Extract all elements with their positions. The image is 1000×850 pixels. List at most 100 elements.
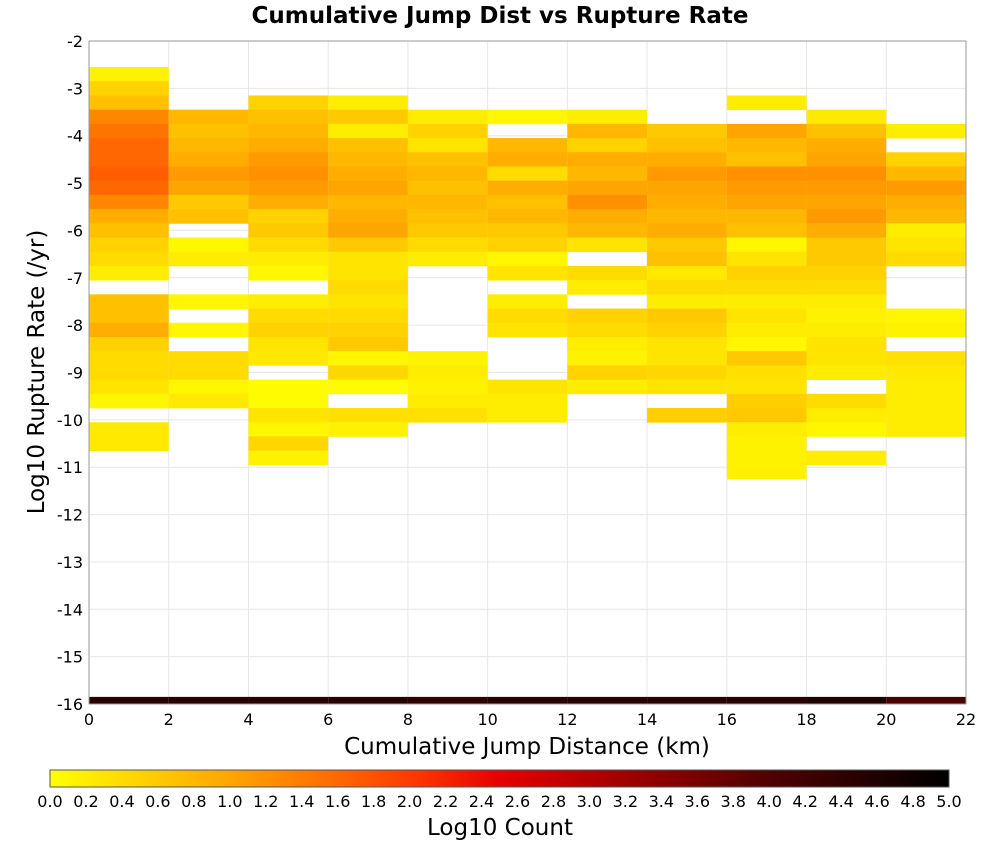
heatmap-cell [647, 209, 727, 224]
colorbar-tick-label: 2.4 [469, 792, 494, 811]
colorbar-tick-label: 2.6 [505, 792, 530, 811]
heatmap-cell [567, 166, 648, 182]
heatmap-cell [726, 194, 807, 210]
heatmap-cell [806, 138, 887, 153]
x-axis-label: Cumulative Jump Distance (km) [344, 734, 710, 760]
heatmap-cell [168, 251, 249, 267]
heatmap-cell [726, 351, 807, 366]
heatmap-cell [886, 308, 966, 324]
heatmap-cell [567, 280, 648, 295]
heatmap-cell [567, 322, 648, 338]
heatmap-cell [487, 408, 568, 423]
heatmap-cell [168, 138, 249, 153]
heatmap-cell [89, 194, 169, 210]
y-tick-label: -2 [67, 32, 83, 51]
x-tick-label: 16 [717, 710, 737, 729]
y-tick-label: -11 [57, 458, 83, 477]
heatmap-cell [886, 194, 966, 210]
heatmap-cell [647, 294, 727, 309]
y-tick-label: -12 [57, 506, 83, 525]
heatmap-cell [806, 393, 887, 409]
heatmap-cell [328, 152, 408, 167]
x-tick-label: 8 [403, 710, 413, 729]
heatmap-cell [647, 166, 727, 182]
colorbar-tick-label: 1.2 [253, 792, 278, 811]
heatmap-cell [886, 209, 966, 224]
heatmap-cell [647, 138, 727, 153]
heatmap-cell [726, 223, 807, 238]
y-tick-label: -13 [57, 553, 83, 572]
heatmap-cell [567, 336, 648, 352]
heatmap-cell [647, 408, 727, 423]
colorbar-tick-label: 1.8 [361, 792, 386, 811]
heatmap-cell [647, 322, 727, 338]
heatmap-cell [726, 696, 807, 704]
heatmap-cell [407, 251, 488, 267]
heatmap-cell [168, 166, 249, 182]
heatmap-cell [726, 95, 807, 111]
y-tick-label: -3 [67, 79, 83, 98]
heatmap-cell [726, 436, 807, 452]
y-axis-label: Log10 Rupture Rate (/yr) [24, 230, 50, 515]
heatmap-cell [328, 422, 408, 437]
heatmap-cell [89, 152, 169, 167]
heatmap-cell [806, 322, 887, 338]
heatmap-cell [328, 365, 408, 381]
heatmap-cell [567, 351, 648, 366]
colorbar-tick-label: 3.0 [577, 792, 602, 811]
heatmap-cell [726, 408, 807, 423]
heatmap-cell [726, 265, 807, 281]
heatmap-cell [806, 336, 887, 352]
heatmap-cell [567, 308, 648, 324]
heatmap-cell [89, 138, 169, 153]
heatmap-cell [647, 280, 727, 295]
heatmap-cell [726, 308, 807, 324]
colorbar-tick-label: 1.0 [217, 792, 242, 811]
x-tick-label: 14 [637, 710, 657, 729]
y-tick-label: -16 [57, 695, 83, 714]
heatmap-cell [726, 123, 807, 139]
heatmap-cell [806, 294, 887, 309]
heatmap-cell [328, 408, 408, 423]
heatmap-cell [328, 265, 408, 281]
heatmap-cell [407, 365, 488, 381]
heatmap-cell [89, 265, 169, 281]
heatmap-cell [168, 180, 249, 196]
heatmap-cell [487, 308, 568, 324]
heatmap-cell [886, 166, 966, 182]
heatmap-cell [248, 408, 329, 423]
y-tick-label: -8 [67, 316, 83, 335]
heatmap-cell [248, 294, 329, 309]
colorbar-tick-label: 1.6 [325, 792, 350, 811]
heatmap-cell [567, 265, 648, 281]
x-tick-label: 18 [796, 710, 816, 729]
heatmap-cell [726, 464, 807, 480]
heatmap-cell [248, 436, 329, 452]
x-tick-label: 6 [323, 710, 333, 729]
x-tick-label: 2 [164, 710, 174, 729]
heatmap-cell [886, 422, 966, 437]
heatmap-cell [89, 95, 169, 111]
y-tick-label: -14 [57, 600, 83, 619]
x-tick-label: 0 [84, 710, 94, 729]
heatmap-cell [407, 109, 488, 125]
colorbar-tick-label: 0.4 [109, 792, 134, 811]
heatmap-cell [89, 436, 169, 452]
heatmap-cell [647, 365, 727, 381]
heatmap-cell [248, 251, 329, 267]
heatmap-cell [806, 251, 887, 267]
colorbar-tick-label: 2.8 [541, 792, 566, 811]
x-tick-label: 12 [557, 710, 577, 729]
colorbar-tick-label: 1.4 [289, 792, 314, 811]
heatmap-cell [726, 138, 807, 153]
heatmap-cell [168, 123, 249, 139]
heatmap-cell [168, 152, 249, 167]
x-tick-labels: 0 2 4 6 8 10 12 14 16 18 20 22 [84, 710, 976, 729]
heatmap-cell [487, 152, 568, 167]
heatmap-cell [647, 152, 727, 167]
heatmap-cell [647, 180, 727, 196]
heatmap-cell [89, 365, 169, 381]
heatmap-cell [806, 180, 887, 196]
heatmap-cell [886, 223, 966, 238]
